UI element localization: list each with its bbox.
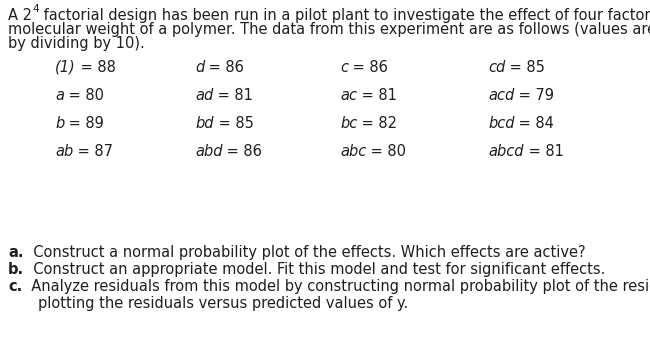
Text: d: d (195, 60, 204, 75)
Text: bd: bd (195, 116, 213, 131)
Text: = 88: = 88 (76, 60, 116, 75)
Text: acd: acd (488, 88, 514, 103)
Text: molecular weight of a polymer. The data from this experiment are as follows (val: molecular weight of a polymer. The data … (8, 22, 650, 37)
Text: c: c (340, 60, 348, 75)
Text: a.: a. (8, 245, 23, 260)
Text: = 86: = 86 (204, 60, 244, 75)
Text: abd: abd (195, 144, 222, 159)
Text: abc: abc (340, 144, 366, 159)
Text: b: b (55, 116, 64, 131)
Text: b.: b. (8, 262, 24, 277)
Text: = 80: = 80 (366, 144, 406, 159)
Text: = 85: = 85 (213, 116, 254, 131)
Text: bc: bc (340, 116, 358, 131)
Text: factorial design has been run in a pilot plant to investigate the effect of four: factorial design has been run in a pilot… (38, 8, 650, 23)
Text: = 81: = 81 (523, 144, 564, 159)
Text: a: a (55, 88, 64, 103)
Text: = 86: = 86 (348, 60, 388, 75)
Text: = 85: = 85 (505, 60, 545, 75)
Text: Analyze residuals from this model by constructing normal probability plot of the: Analyze residuals from this model by con… (22, 279, 650, 294)
Text: by dividing by 10).: by dividing by 10). (8, 36, 145, 51)
Text: = 86: = 86 (222, 144, 263, 159)
Text: plotting the residuals versus predicted values of y.: plotting the residuals versus predicted … (38, 296, 408, 311)
Text: = 81: = 81 (357, 88, 397, 103)
Text: ab: ab (55, 144, 73, 159)
Text: c.: c. (8, 279, 22, 294)
Text: A 2: A 2 (8, 8, 32, 23)
Text: Construct an appropriate model. Fit this model and test for significant effects.: Construct an appropriate model. Fit this… (24, 262, 606, 277)
Text: 4: 4 (32, 4, 38, 14)
Text: = 80: = 80 (64, 88, 104, 103)
Text: = 82: = 82 (358, 116, 397, 131)
Text: = 81: = 81 (213, 88, 253, 103)
Text: Construct a normal probability plot of the effects. Which effects are active?: Construct a normal probability plot of t… (23, 245, 585, 260)
Text: cd: cd (488, 60, 505, 75)
Text: abcd: abcd (488, 144, 523, 159)
Text: = 87: = 87 (73, 144, 113, 159)
Text: = 84: = 84 (515, 116, 554, 131)
Text: ad: ad (195, 88, 213, 103)
Text: = 89: = 89 (64, 116, 104, 131)
Text: ac: ac (340, 88, 357, 103)
Text: bcd: bcd (488, 116, 515, 131)
Text: (1): (1) (55, 60, 76, 75)
Text: = 79: = 79 (514, 88, 554, 103)
